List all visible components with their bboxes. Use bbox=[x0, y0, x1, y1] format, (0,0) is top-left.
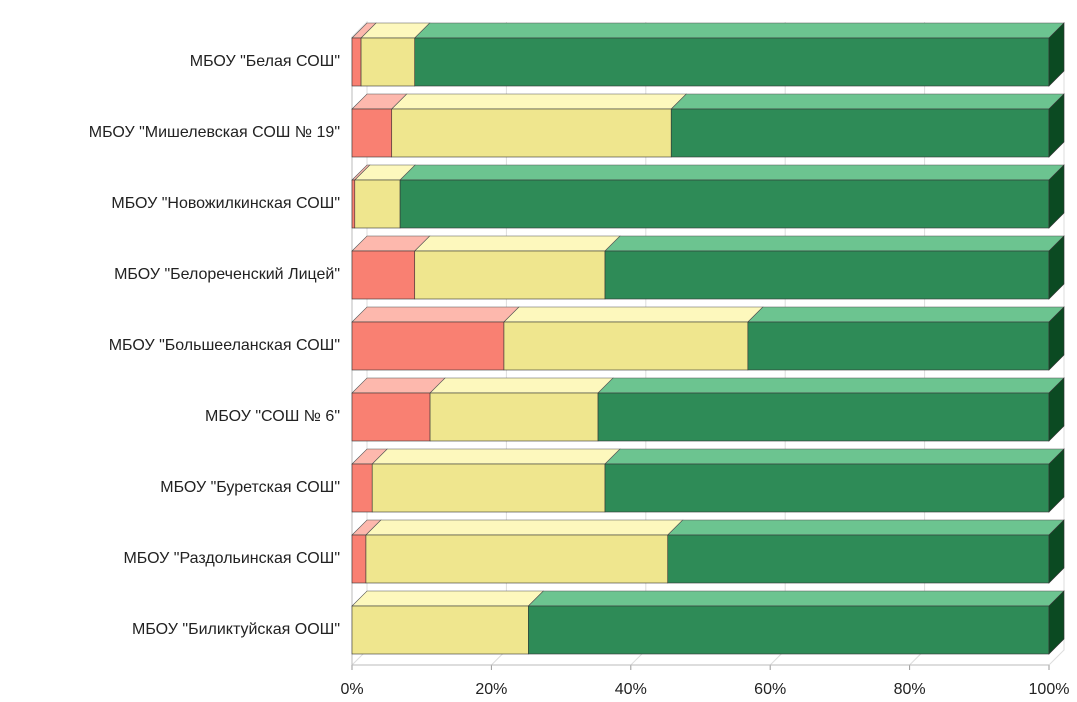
bar-top bbox=[351, 306, 520, 323]
bar-top bbox=[371, 448, 621, 465]
x-tick-label: 100% bbox=[1029, 681, 1070, 698]
bar-top bbox=[414, 235, 621, 252]
bar-side bbox=[1048, 519, 1065, 584]
bar-top bbox=[391, 93, 687, 110]
bar bbox=[429, 392, 599, 442]
bar-side bbox=[1048, 235, 1065, 300]
bar bbox=[604, 463, 1050, 513]
bar bbox=[351, 108, 393, 158]
x-tick-label: 40% bbox=[615, 681, 647, 698]
bar bbox=[351, 534, 367, 584]
bar-top bbox=[351, 590, 545, 607]
bar bbox=[351, 179, 356, 229]
bar bbox=[399, 179, 1050, 229]
bar-top bbox=[670, 93, 1065, 110]
bar bbox=[414, 37, 1050, 87]
bar bbox=[365, 534, 669, 584]
bar-top bbox=[399, 164, 1065, 181]
bar bbox=[351, 321, 505, 371]
y-tick-label: МБОУ "Биликтуйская ООШ" bbox=[132, 621, 340, 638]
bar bbox=[354, 179, 401, 229]
bar-top bbox=[365, 519, 684, 536]
y-tick-label: МБОУ "Буретская СОШ" bbox=[160, 479, 340, 496]
bar bbox=[351, 463, 373, 513]
bar bbox=[670, 108, 1050, 158]
x-tick-label: 80% bbox=[894, 681, 926, 698]
bar bbox=[667, 534, 1050, 584]
bar-top bbox=[527, 590, 1065, 607]
y-tick-label: МБОУ "Большееланская СОШ" bbox=[109, 337, 340, 354]
x-tick-label: 20% bbox=[475, 681, 507, 698]
bar bbox=[597, 392, 1050, 442]
bar-side bbox=[1048, 164, 1065, 229]
bar bbox=[528, 605, 1050, 655]
bar-side bbox=[1048, 93, 1065, 158]
bar-top bbox=[604, 448, 1065, 465]
grid-line bbox=[1048, 22, 1065, 666]
bar bbox=[503, 321, 749, 371]
bar-top bbox=[667, 519, 1065, 536]
bar-side bbox=[1048, 590, 1065, 655]
bar-side bbox=[1048, 306, 1065, 371]
bar bbox=[351, 250, 416, 300]
y-tick-label: МБОУ "Новожилкинская СОШ" bbox=[111, 195, 340, 212]
bar bbox=[371, 463, 606, 513]
bar-top bbox=[597, 377, 1065, 394]
bar-side bbox=[1048, 22, 1065, 87]
x-tick-label: 0% bbox=[340, 681, 363, 698]
bar bbox=[391, 108, 672, 158]
bar-top bbox=[503, 306, 764, 323]
y-tick-label: МБОУ "Раздольинская СОШ" bbox=[123, 550, 340, 567]
bar bbox=[414, 250, 606, 300]
bar-top bbox=[414, 22, 1065, 39]
x-tick-label: 60% bbox=[754, 681, 786, 698]
bar-top bbox=[604, 235, 1065, 252]
y-tick-label: МБОУ "Белая СОШ" bbox=[190, 53, 340, 70]
y-tick-label: МБОУ "Мишелевская СОШ № 19" bbox=[89, 124, 340, 141]
bar-side bbox=[1048, 377, 1065, 442]
bar bbox=[604, 250, 1050, 300]
bar-top bbox=[429, 377, 614, 394]
y-tick-label: МБОУ "Белореченский Лицей" bbox=[114, 266, 340, 283]
bar-top bbox=[351, 377, 446, 394]
y-tick-label: МБОУ "СОШ № 6" bbox=[205, 408, 340, 425]
bar bbox=[747, 321, 1050, 371]
bar bbox=[351, 605, 529, 655]
bar bbox=[360, 37, 416, 87]
bar-top bbox=[747, 306, 1065, 323]
bar bbox=[351, 37, 362, 87]
bar-side bbox=[1048, 448, 1065, 513]
bar bbox=[351, 392, 431, 442]
